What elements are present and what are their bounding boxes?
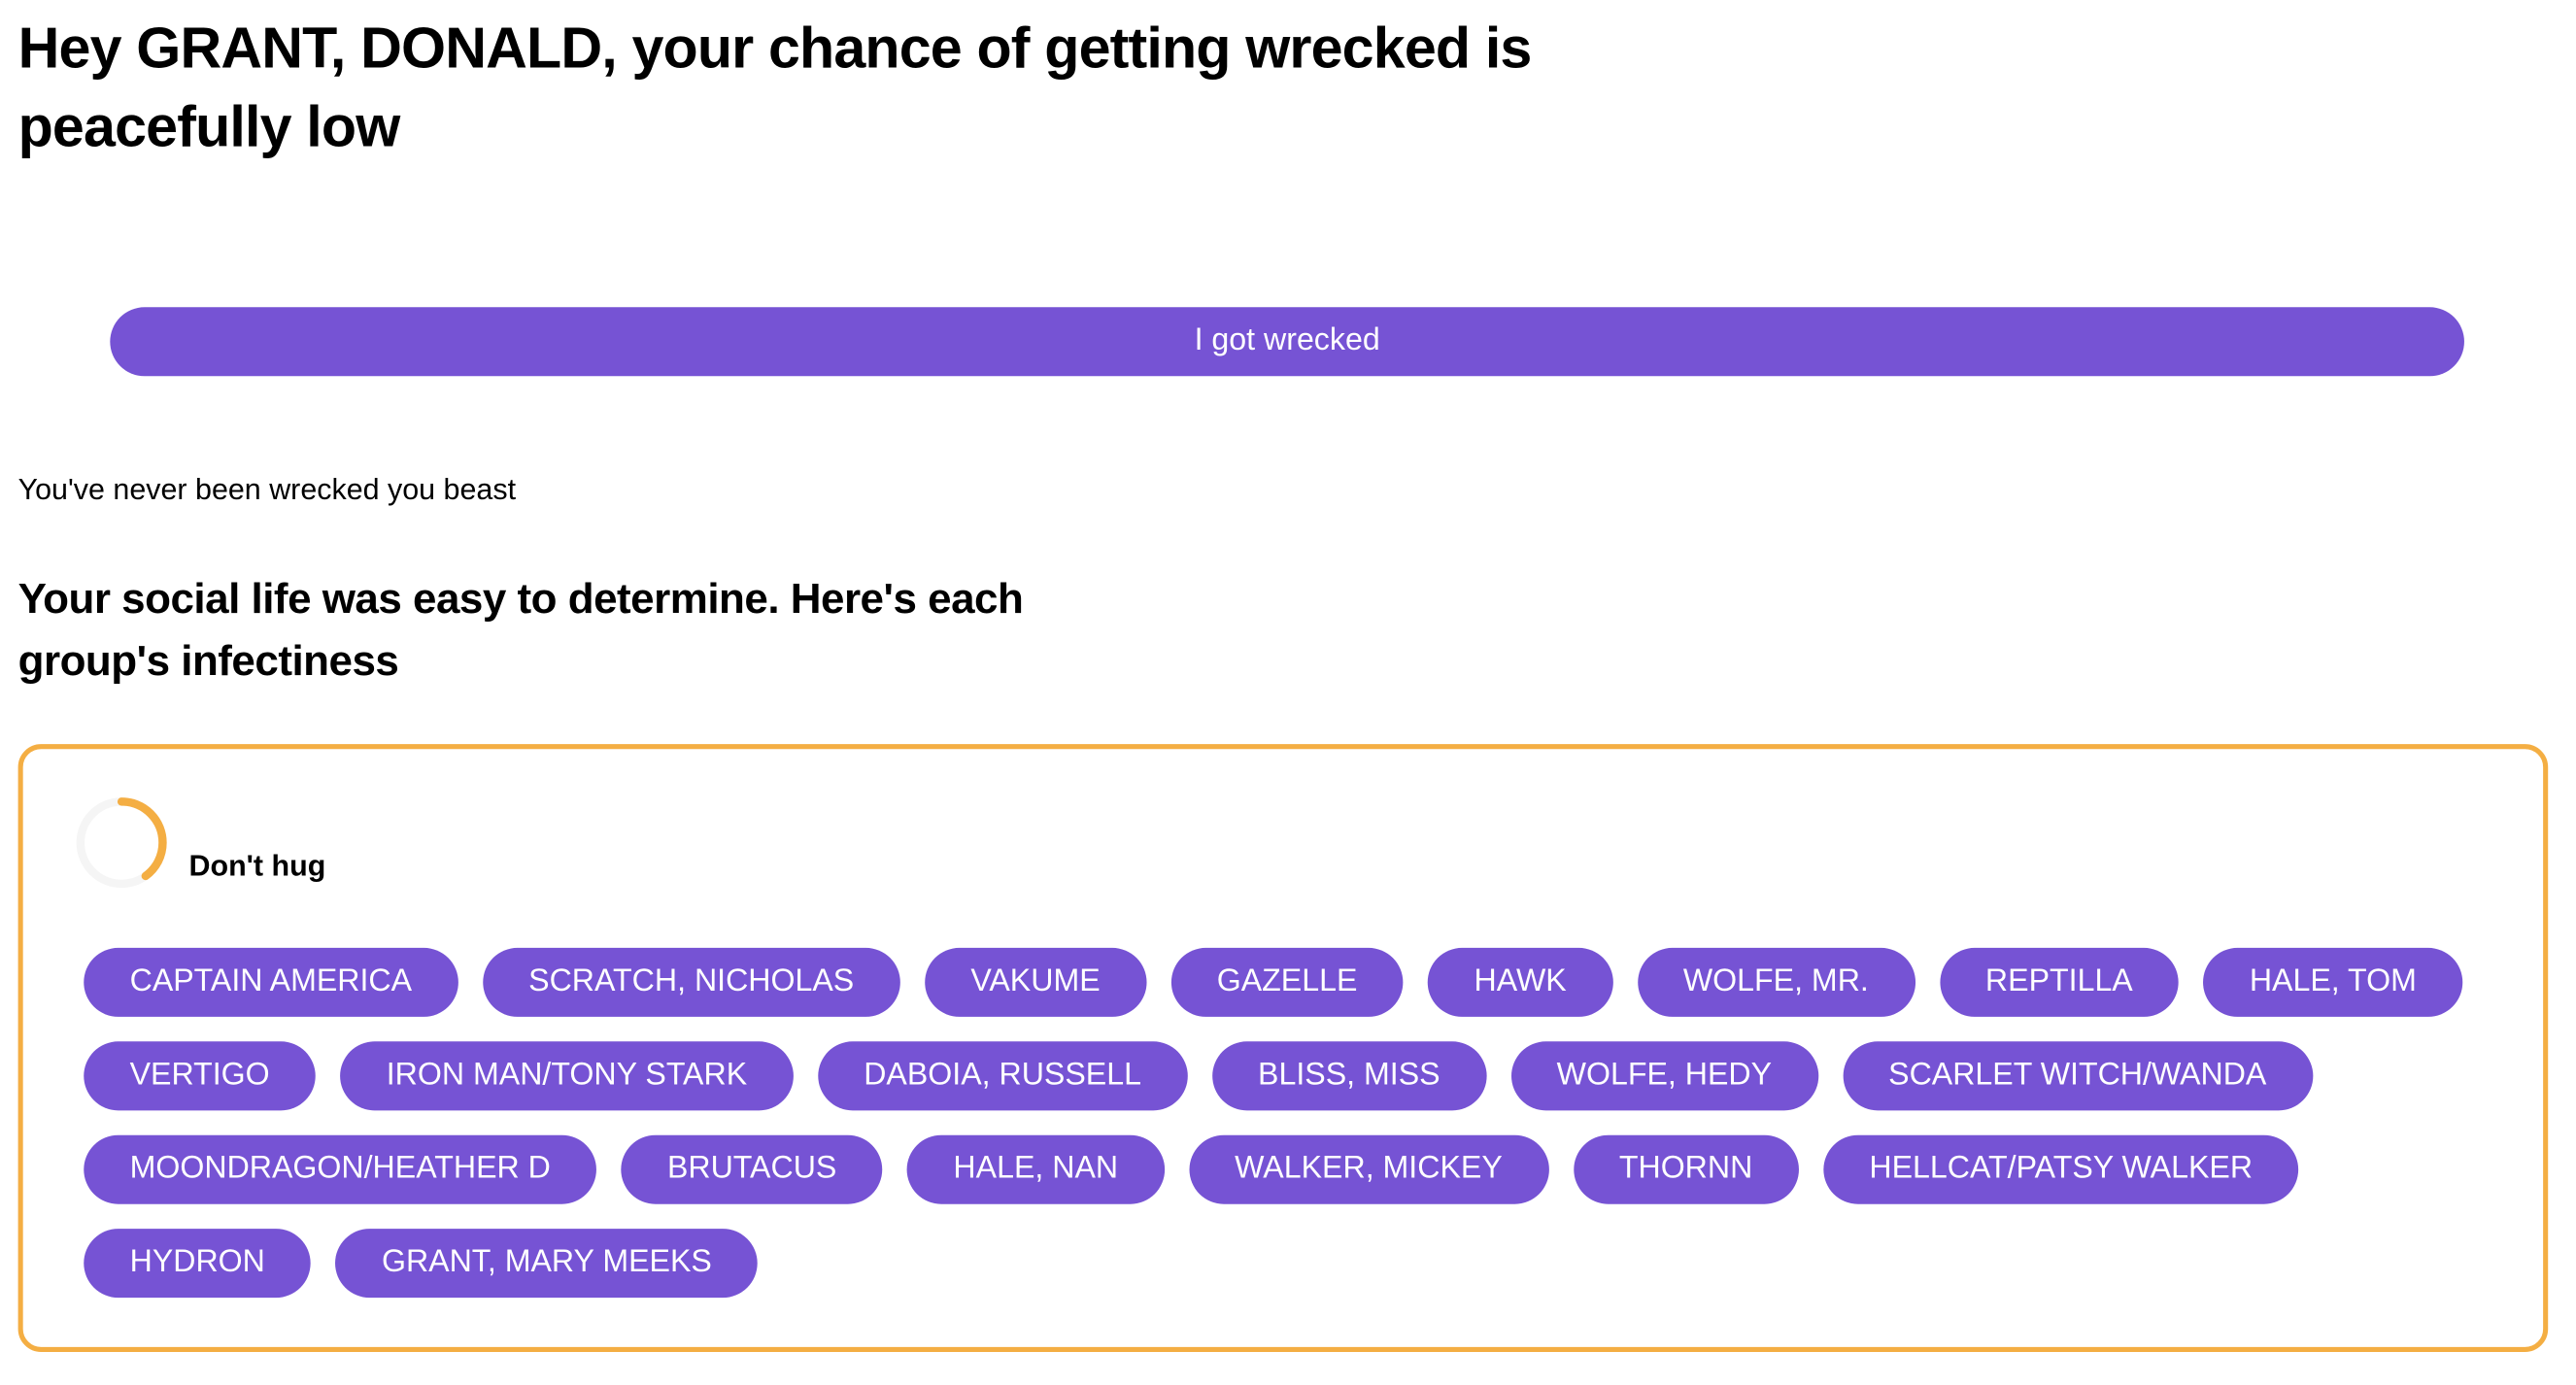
member-pill[interactable]: REPTILLA <box>1939 947 2180 1017</box>
member-pill[interactable]: VAKUME <box>924 947 1147 1017</box>
member-pill[interactable]: HALE, TOM <box>2203 947 2463 1017</box>
infectiness-ring-icon <box>76 797 167 889</box>
member-pill[interactable]: HALE, NAN <box>907 1134 1165 1204</box>
member-pill[interactable]: WOLFE, HEDY <box>1510 1041 1818 1111</box>
group-title: Don't hug <box>188 849 326 883</box>
member-pill[interactable]: GAZELLE <box>1170 947 1404 1017</box>
member-list: CAPTAIN AMERICA SCRATCH, NICHOLAS VAKUME GA… <box>84 947 2482 1299</box>
member-pill[interactable]: SCRATCH, NICHOLAS <box>482 947 900 1017</box>
member-pill[interactable]: IRON MAN/TONY STARK <box>340 1041 794 1111</box>
member-pill[interactable]: MOONDRAGON/HEATHER D <box>84 1134 597 1204</box>
member-pill[interactable]: HELLCAT/PATSY WALKER <box>1823 1134 2299 1204</box>
member-pill[interactable]: HAWK <box>1428 947 1613 1017</box>
member-pill[interactable]: DABOIA, RUSSELL <box>817 1041 1188 1111</box>
member-pill[interactable]: BLISS, MISS <box>1211 1041 1486 1111</box>
member-pill[interactable]: HYDRON <box>84 1229 312 1299</box>
social-heading: Your social life was easy to determine. … <box>17 573 1024 686</box>
group-card: Don't hug CAPTAIN AMERICA SCRATCH, NICHOL… <box>17 744 2549 1352</box>
got-wrecked-button[interactable]: I got wrecked <box>110 307 2464 377</box>
member-pill[interactable]: WALKER, MICKEY <box>1188 1134 1549 1204</box>
page-title: Hey GRANT, DONALD, your chance of gettin… <box>17 16 1533 160</box>
member-pill[interactable]: BRUTACUS <box>621 1134 883 1204</box>
member-pill[interactable]: SCARLET WITCH/WANDA <box>1842 1041 2313 1111</box>
ring-progress <box>76 797 167 889</box>
member-pill[interactable]: CAPTAIN AMERICA <box>84 947 458 1017</box>
member-pill[interactable]: THORNN <box>1573 1134 1799 1204</box>
member-pill[interactable]: WOLFE, MR. <box>1637 947 1915 1017</box>
member-pill[interactable]: GRANT, MARY MEEKS <box>335 1229 759 1299</box>
wreck-status-text: You've never been wrecked you beast <box>17 473 517 506</box>
member-pill[interactable]: VERTIGO <box>84 1041 317 1111</box>
